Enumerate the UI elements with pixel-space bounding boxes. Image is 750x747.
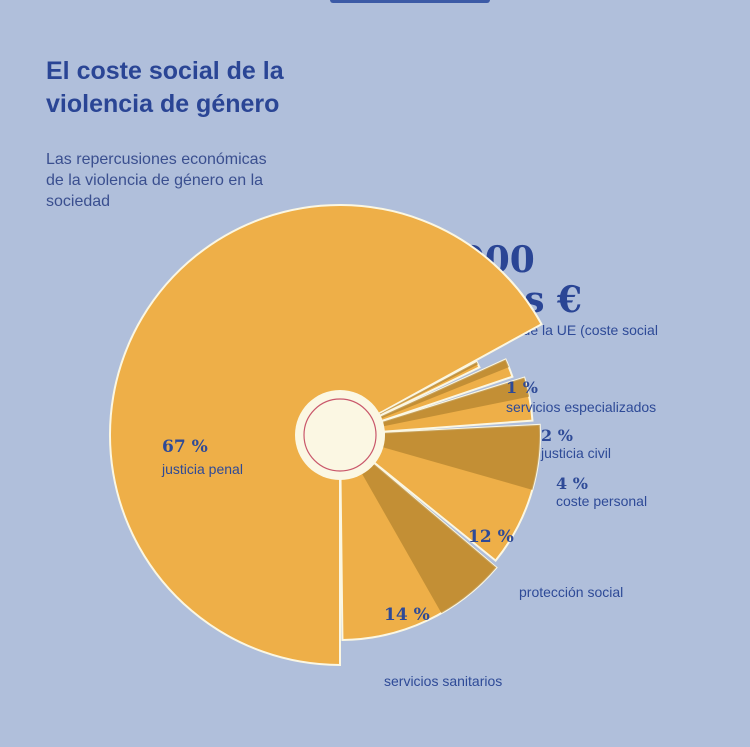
pie-slices: [109, 204, 543, 667]
slice-value-label: 67 %: [162, 437, 208, 457]
slice-value-label: 2 %: [541, 426, 573, 445]
pie-slice-2: [337, 423, 541, 563]
hub-circle: [295, 390, 385, 480]
pie-slice-3: [339, 376, 534, 436]
slice-shade: [379, 361, 478, 415]
slice-category-label: protección social: [519, 584, 623, 600]
slice-shade: [380, 359, 509, 419]
hub-ring: [303, 398, 377, 472]
slice-value-label: 14 %: [384, 605, 430, 625]
slice-shade: [383, 424, 540, 490]
slice-category-label: justicia penal: [161, 461, 243, 477]
slice-value-label: 12 %: [468, 527, 514, 547]
slice-value-label: 4 %: [556, 474, 588, 493]
slice-shade: [382, 377, 530, 427]
pie-labels: 67 % justicia penal 14 % servicios sanitari…: [161, 378, 656, 689]
chart-hub: [295, 390, 385, 480]
pie-slice-1: [338, 432, 498, 641]
slice-category-label: servicios especializados: [506, 399, 656, 415]
top-decoration: [330, 0, 490, 3]
slice-category-label: coste personal: [556, 493, 647, 509]
slice-value-label: 1 %: [506, 378, 538, 397]
slice-shade: [362, 464, 497, 614]
pie-slice-4: [339, 358, 514, 436]
page-subtitle: Las repercusiones económicas de la viole…: [46, 151, 267, 210]
slice-category-label: servicios sanitarios: [384, 673, 502, 689]
page-title: El coste social de la violencia de géner…: [46, 57, 284, 118]
slice-category-label: justicia civil: [540, 445, 611, 461]
